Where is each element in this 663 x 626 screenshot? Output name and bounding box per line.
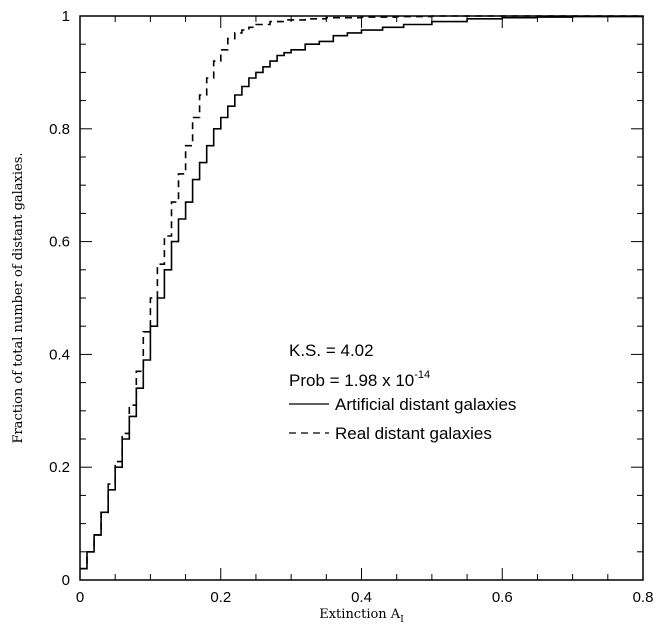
y-tick-label: 0.8 <box>49 121 70 138</box>
y-tick-label: 1 <box>62 8 70 25</box>
x-tick-label: 0.8 <box>633 589 654 606</box>
x-tick-label: 0.4 <box>351 589 372 606</box>
legend-label-artificial: Artificial distant galaxies <box>335 395 516 414</box>
probability-exponent: -14 <box>414 369 430 381</box>
series-layer <box>80 15 644 570</box>
x-tick-labels: 0 0.2 0.4 0.6 0.8 <box>76 589 654 606</box>
legend-label-real: Real distant galaxies <box>335 424 492 443</box>
x-tick-label: 0.2 <box>210 589 231 606</box>
probability: Prob = 1.98 x 10-14 <box>289 369 430 390</box>
x-axis-label-subscript: I <box>400 615 404 625</box>
y-tick-label: 0.2 <box>49 459 70 476</box>
series-real-line <box>80 15 643 570</box>
y-axis-label: Fraction of total number of distant gala… <box>11 152 26 443</box>
annotation-block: K.S. = 4.02 Prob = 1.98 x 10-14 Artifici… <box>289 341 516 443</box>
probability-prefix: Prob = 1.98 x 10 <box>289 371 414 390</box>
y-tick-label: 0.4 <box>49 346 70 363</box>
x-tick-label: 0 <box>76 589 84 606</box>
plot-frame <box>79 15 644 581</box>
y-tick-label: 0.6 <box>49 234 70 251</box>
ks-statistic: K.S. = 4.02 <box>289 341 374 360</box>
series-artificial-line <box>80 15 644 570</box>
y-tick-labels: 0 0.2 0.4 0.6 0.8 1 <box>49 8 70 589</box>
x-axis-label: Extinction AI <box>319 607 404 625</box>
x-tick-label: 0.6 <box>492 589 513 606</box>
y-tick-label: 0 <box>62 572 70 589</box>
x-axis-label-main: Extinction A <box>319 607 401 622</box>
